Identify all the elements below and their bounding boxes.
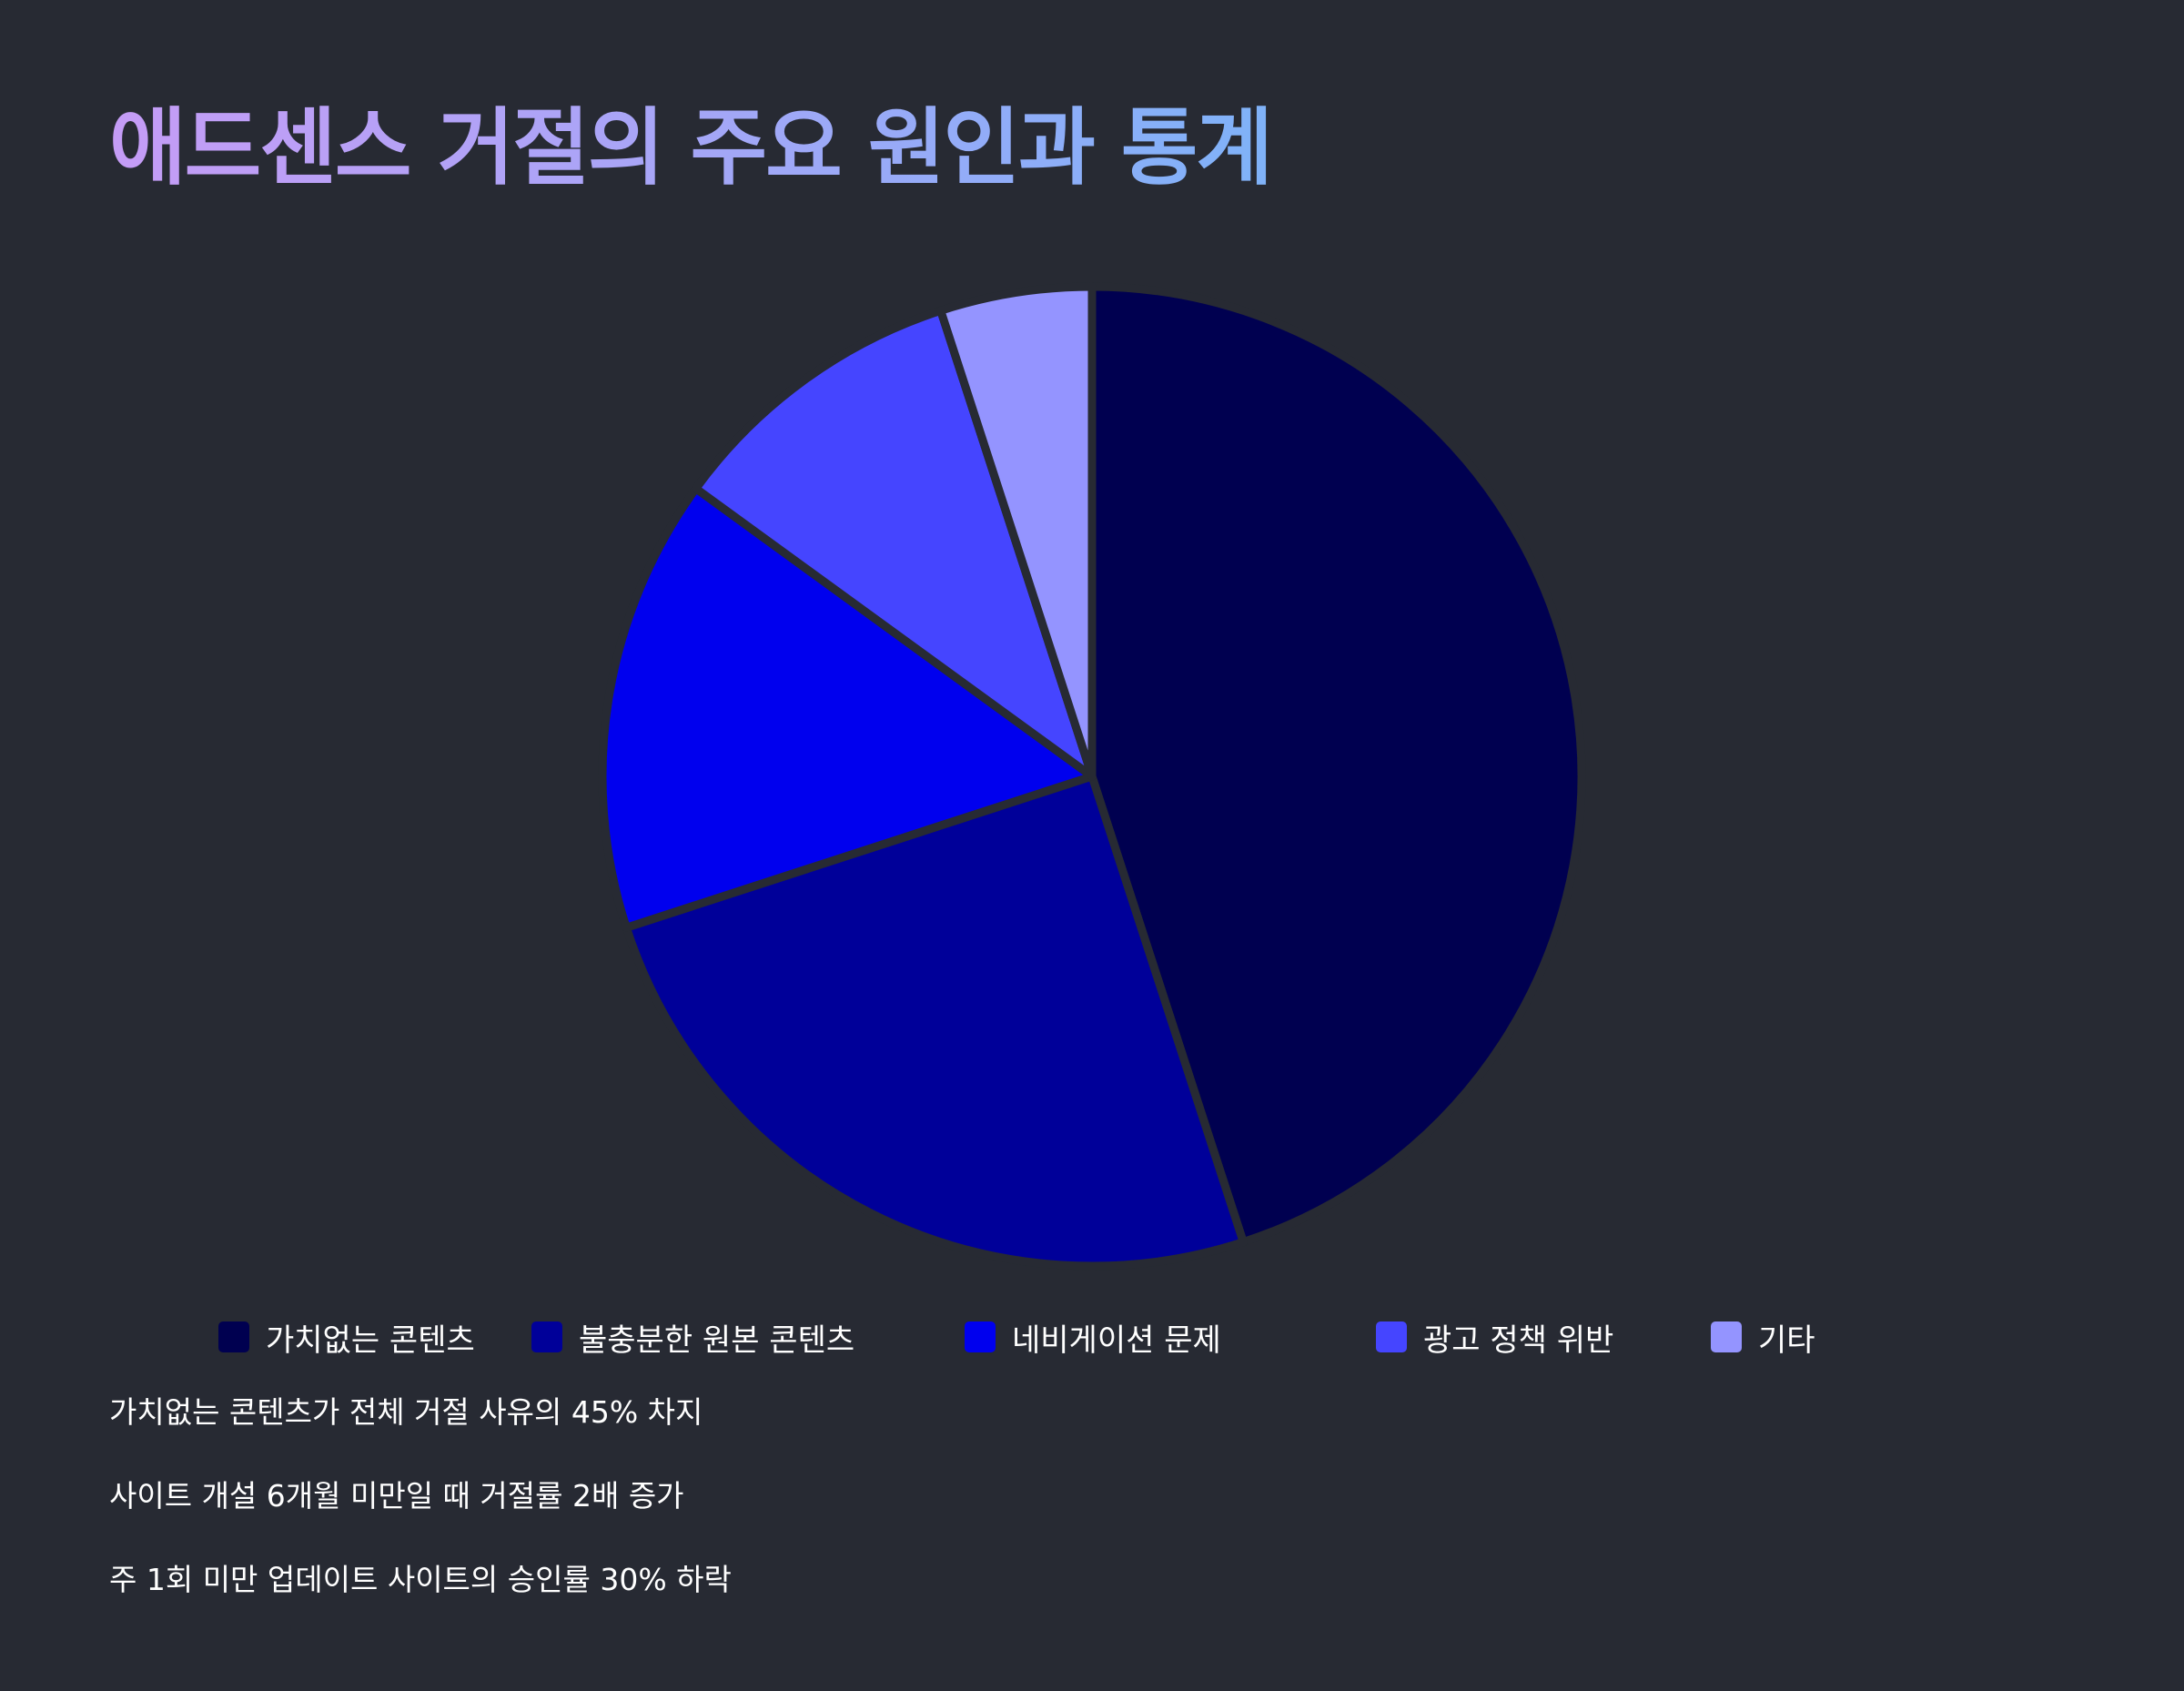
legend-item: 기타 — [1711, 1314, 1815, 1360]
chart-title: 애드센스 거절의 주요 원인과 통계 — [109, 80, 1273, 201]
legend-label: 불충분한 원본 콘텐츠 — [579, 1321, 855, 1359]
legend-swatch — [218, 1321, 249, 1352]
pie-slice-4 — [692, 306, 1097, 781]
legend-item: 네비게이션 문제 — [965, 1314, 1221, 1360]
pie-slice-3 — [598, 484, 1097, 932]
pie-slice-5 — [936, 282, 1097, 781]
legend-label: 기타 — [1758, 1321, 1815, 1359]
legend-label: 네비게이션 문제 — [1012, 1321, 1221, 1359]
stat-item: 사이트 개설 6개월 미만일 때 거절률 2배 증가 — [109, 1478, 684, 1514]
legend-label: 가치없는 콘텐츠 — [266, 1321, 475, 1359]
legend-swatch — [531, 1321, 562, 1352]
stat-item: 가치없는 콘텐츠가 전체 거절 사유의 45% 차지 — [109, 1394, 703, 1430]
pie-slices — [598, 282, 1586, 1271]
pie-slice-1 — [1087, 282, 1586, 1247]
legend-label: 광고 정책 위반 — [1423, 1321, 1614, 1359]
legend-swatch — [1711, 1321, 1742, 1352]
legend-swatch — [965, 1321, 996, 1352]
legend: 가치없는 콘텐츠 불충분한 원본 콘텐츠 네비게이션 문제 광고 정책 위반 기… — [0, 1314, 2184, 1360]
legend-item: 가치없는 콘텐츠 — [218, 1314, 475, 1360]
pie-slice-2 — [622, 772, 1248, 1271]
legend-item: 광고 정책 위반 — [1376, 1314, 1613, 1360]
stat-item: 주 1회 미만 업데이트 사이트의 승인률 30% 하락 — [109, 1562, 732, 1597]
stats-list: 가치없는 콘텐츠가 전체 거절 사유의 45% 차지 사이트 개설 6개월 미만… — [109, 1391, 732, 1642]
legend-swatch — [1376, 1321, 1407, 1352]
legend-item: 불충분한 원본 콘텐츠 — [531, 1314, 854, 1360]
